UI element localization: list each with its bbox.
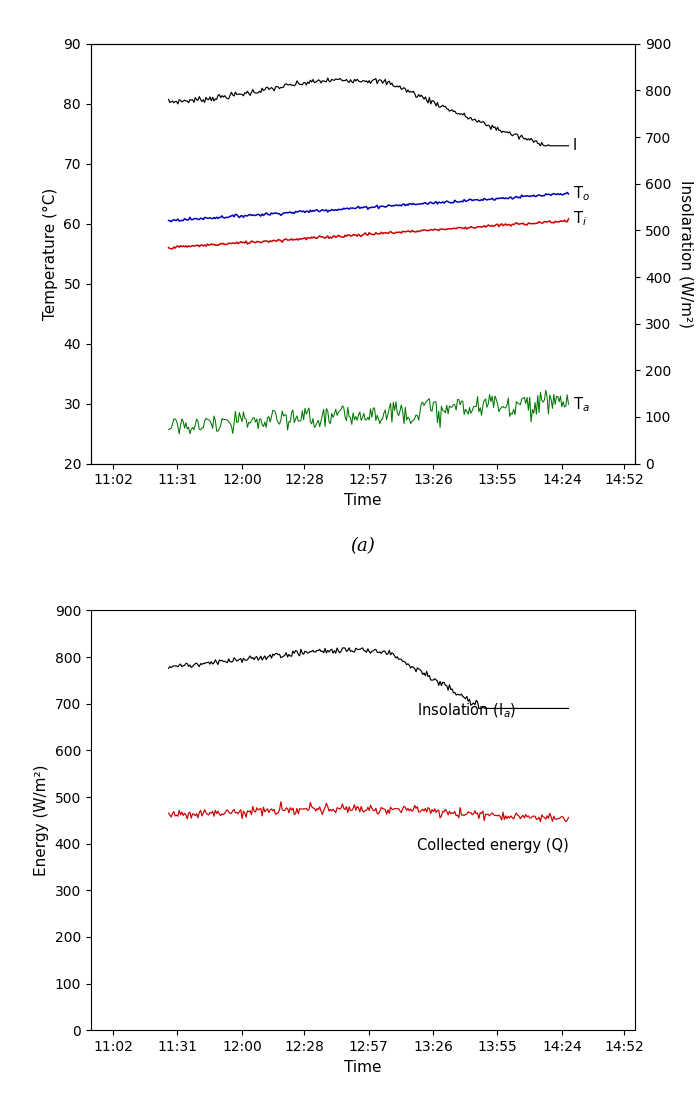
Text: (a): (a) [350,537,376,555]
X-axis label: Time: Time [344,493,382,507]
Y-axis label: Temperature (°C): Temperature (°C) [43,187,58,320]
Text: T$_o$: T$_o$ [573,184,590,203]
Y-axis label: Insolaration (W/m²): Insolaration (W/m²) [678,180,694,328]
Text: I: I [573,138,577,153]
Text: Collected energy (Q): Collected energy (Q) [417,838,569,853]
Text: T$_i$: T$_i$ [573,209,587,228]
Text: T$_a$: T$_a$ [573,395,590,413]
X-axis label: Time: Time [344,1060,382,1074]
Y-axis label: Energy (W/m²): Energy (W/m²) [34,765,49,876]
Text: Insolation (I$_a$): Insolation (I$_a$) [417,703,517,720]
